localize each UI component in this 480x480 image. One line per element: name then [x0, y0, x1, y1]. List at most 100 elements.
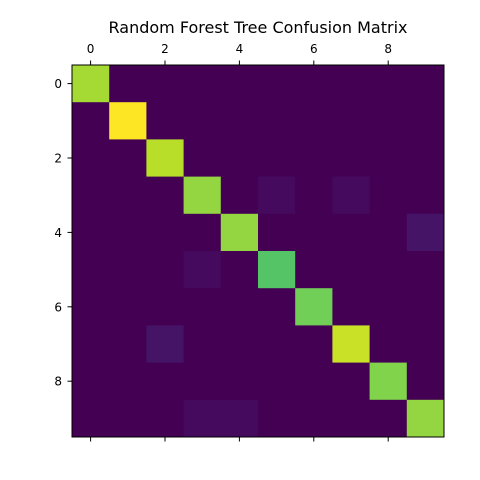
heatmap-cell-r2-c7 — [332, 139, 371, 178]
heatmap-cell-r6-c9 — [406, 288, 445, 326]
heatmap-cell-r9-c4 — [220, 399, 259, 438]
x-tick-label-2: 4 — [236, 42, 244, 56]
heatmap-cell-r9-c1 — [109, 399, 147, 438]
heatmap-cell-r2-c6 — [295, 139, 333, 178]
heatmap-cell-r4-c2 — [146, 213, 185, 252]
heatmap-cell-r2-c9 — [406, 139, 445, 178]
heatmap-cell-r3-c4 — [220, 176, 259, 215]
heatmap-cell-r0-c0 — [72, 65, 110, 103]
heatmap-cell-r0-c3 — [183, 65, 222, 103]
heatmap-cell-r7-c1 — [109, 325, 147, 364]
heatmap-cell-r8-c2 — [146, 362, 185, 401]
heatmap-cell-r1-c4 — [220, 102, 259, 140]
heatmap-cell-r3-c8 — [369, 176, 408, 215]
heatmap-cell-r8-c7 — [332, 362, 371, 401]
heatmap-cell-r3-c9 — [406, 176, 445, 215]
heatmap-cell-r1-c5 — [258, 102, 296, 140]
heatmap-cell-r3-c7 — [332, 176, 371, 215]
x-tick-label-4: 8 — [384, 42, 392, 56]
y-axis-ticks: 0 2 4 6 8 — [54, 77, 72, 389]
heatmap-cell-r6-c3 — [183, 288, 222, 326]
heatmap-cell-r0-c7 — [332, 65, 371, 103]
heatmap-cell-r4-c0 — [72, 213, 110, 252]
heatmap-cell-r9-c7 — [332, 399, 371, 438]
heatmap-cell-r7-c9 — [406, 325, 445, 364]
heatmap-cell-r3-c6 — [295, 176, 333, 215]
chart-title: Random Forest Tree Confusion Matrix — [109, 18, 408, 37]
y-tick-label-1: 2 — [54, 152, 62, 166]
heatmap-cell-r3-c1 — [109, 176, 147, 215]
x-axis-ticks: 0 2 4 6 8 — [87, 42, 392, 442]
x-tick-label-1: 2 — [161, 42, 169, 56]
heatmap-cell-r1-c1 — [109, 102, 147, 140]
heatmap-cell-r8-c0 — [72, 362, 110, 401]
heatmap-cell-r5-c5 — [258, 251, 296, 289]
heatmap-cell-r7-c5 — [258, 325, 296, 364]
heatmap-cell-r4-c5 — [258, 213, 296, 252]
y-tick-label-2: 4 — [54, 226, 62, 240]
heatmap-cell-r5-c8 — [369, 251, 408, 289]
heatmap-cell-r5-c1 — [109, 251, 147, 289]
heatmap-cell-r9-c9 — [406, 399, 445, 438]
heatmap-cell-r0-c4 — [220, 65, 259, 103]
heatmap-cell-r1-c3 — [183, 102, 222, 140]
heatmap-cell-r5-c9 — [406, 251, 445, 289]
heatmap-cell-r9-c8 — [369, 399, 408, 438]
heatmap-cell-r5-c0 — [72, 251, 110, 289]
heatmap-cell-r7-c8 — [369, 325, 408, 364]
heatmap-cell-r6-c4 — [220, 288, 259, 326]
heatmap-cell-r7-c2 — [146, 325, 185, 364]
heatmap-cell-r1-c9 — [406, 102, 445, 140]
heatmap-cell-r1-c7 — [332, 102, 371, 140]
heatmap-cell-r6-c6 — [295, 288, 333, 326]
heatmap-cell-r3-c3 — [183, 176, 222, 215]
heatmap-cell-r9-c0 — [72, 399, 110, 438]
heatmap-cell-r9-c3 — [183, 399, 222, 438]
heatmap-cell-r7-c6 — [295, 325, 333, 364]
heatmap-cell-r4-c6 — [295, 213, 333, 252]
y-tick-label-3: 6 — [54, 300, 62, 314]
heatmap-cell-r1-c0 — [72, 102, 110, 140]
heatmap-cell-r2-c0 — [72, 139, 110, 178]
x-tick-label-0: 0 — [87, 42, 95, 56]
heatmap-cell-r0-c1 — [109, 65, 147, 103]
heatmap-cell-r6-c1 — [109, 288, 147, 326]
heatmap-cell-r5-c3 — [183, 251, 222, 289]
heatmap-cell-r3-c0 — [72, 176, 110, 215]
heatmap-cell-r4-c9 — [406, 213, 445, 252]
heatmap-cell-r0-c5 — [258, 65, 296, 103]
heatmap-cell-r1-c8 — [369, 102, 408, 140]
heatmap-cell-r0-c2 — [146, 65, 185, 103]
heatmap-cell-r0-c9 — [406, 65, 445, 103]
heatmap-cell-r0-c8 — [369, 65, 408, 103]
heatmap-cell-r6-c2 — [146, 288, 185, 326]
x-tick-label-3: 6 — [310, 42, 318, 56]
heatmap-cell-r5-c4 — [220, 251, 259, 289]
heatmap-cell-r8-c4 — [220, 362, 259, 401]
heatmap-cell-r7-c4 — [220, 325, 259, 364]
heatmap-cell-r6-c8 — [369, 288, 408, 326]
heatmap-cell-r8-c3 — [183, 362, 222, 401]
heatmap-cell-r4-c1 — [109, 213, 147, 252]
heatmap-cell-r2-c1 — [109, 139, 147, 178]
heatmap-cell-r7-c3 — [183, 325, 222, 364]
heatmap-cell-r4-c4 — [220, 213, 259, 252]
heatmap-cell-r8-c1 — [109, 362, 147, 401]
heatmap-cell-r4-c3 — [183, 213, 222, 252]
heatmap-cell-r8-c5 — [258, 362, 296, 401]
heatmap-cell-r2-c5 — [258, 139, 296, 178]
heatmap-cell-r7-c7 — [332, 325, 371, 364]
heatmap-cell-r7-c0 — [72, 325, 110, 364]
heatmap-cell-r9-c6 — [295, 399, 333, 438]
heatmap-cell-r0-c6 — [295, 65, 333, 103]
y-tick-label-0: 0 — [54, 77, 62, 91]
heatmap-cell-r2-c2 — [146, 139, 185, 178]
heatmap-cell-r8-c9 — [406, 362, 445, 401]
heatmap-cell-r4-c7 — [332, 213, 371, 252]
heatmap-cell-r9-c5 — [258, 399, 296, 438]
heatmap-cell-r4-c8 — [369, 213, 408, 252]
heatmap-cell-r3-c2 — [146, 176, 185, 215]
heatmap-cell-r6-c5 — [258, 288, 296, 326]
heatmap-cell-r5-c7 — [332, 251, 371, 289]
heatmap-cell-r3-c5 — [258, 176, 296, 215]
